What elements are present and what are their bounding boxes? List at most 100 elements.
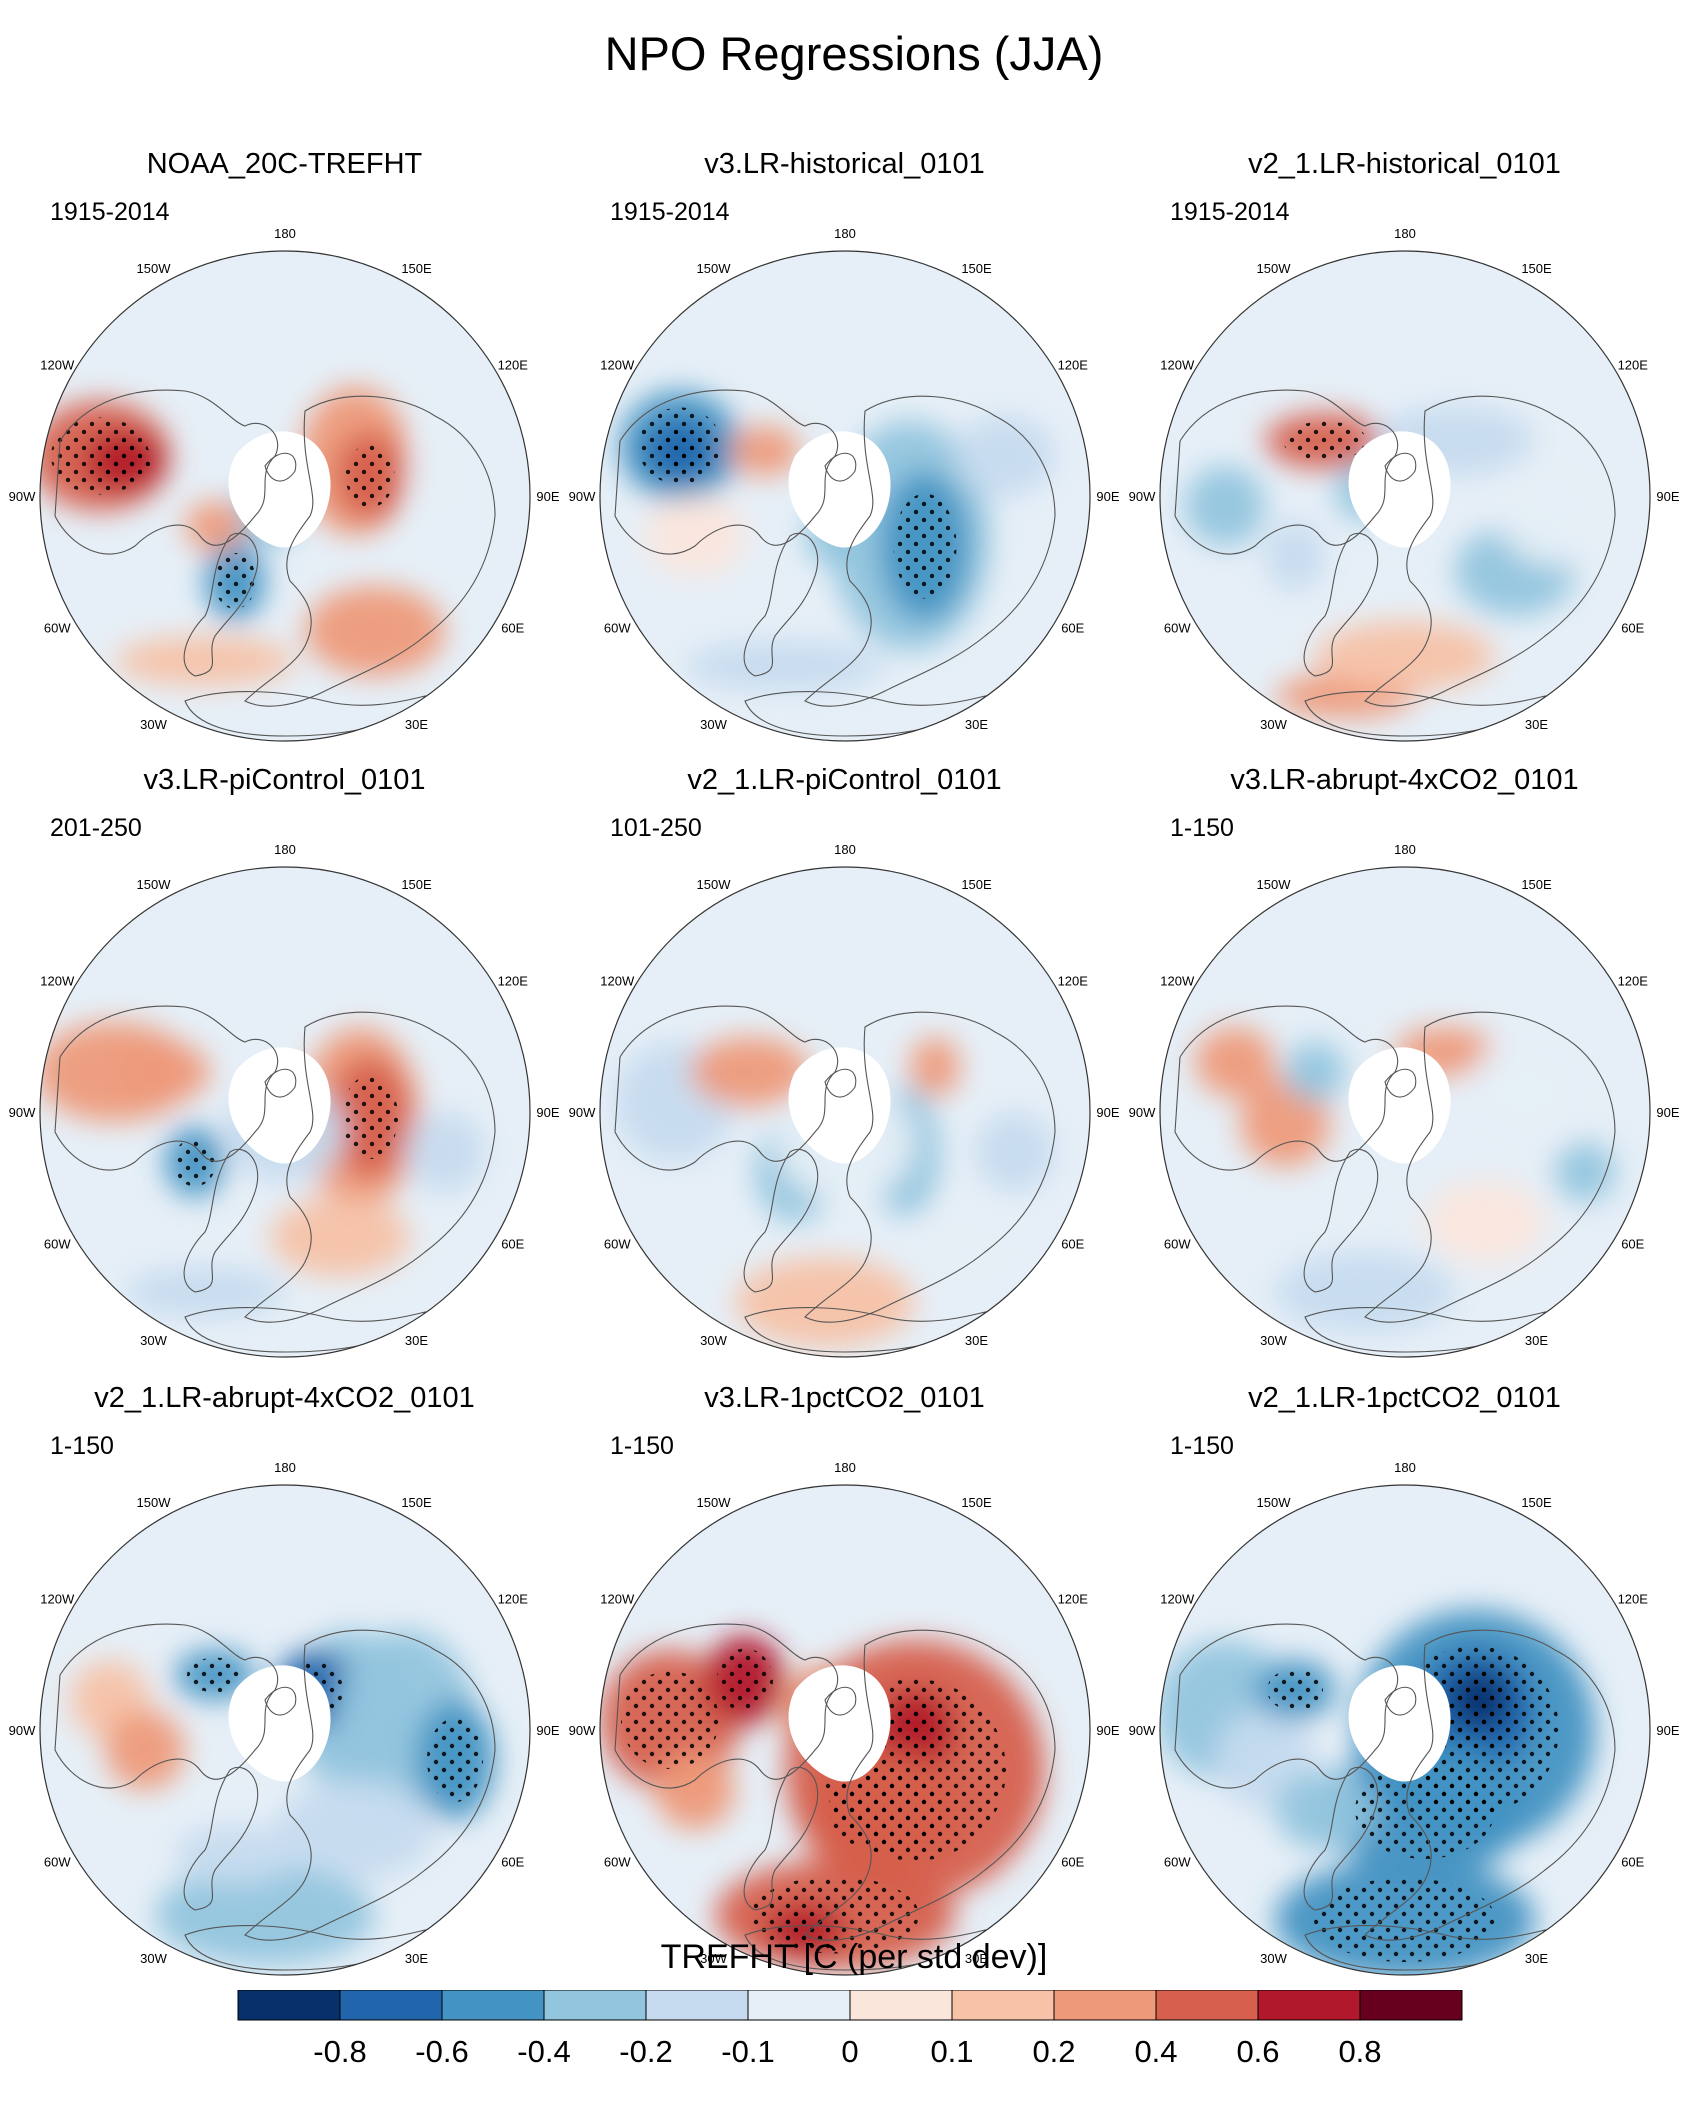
longitude-label: 120E — [498, 974, 529, 989]
coastline — [1304, 690, 1547, 737]
significance-stipple — [345, 444, 395, 508]
map-panel: v2_1.LR-piControl_0101 101-250 180 150E 120E… — [560, 764, 1129, 1364]
longitude-label: 120E — [498, 358, 529, 373]
anomaly-region — [1285, 1042, 1345, 1102]
arctic-ocean — [228, 1665, 331, 1782]
anomaly-region — [1275, 1770, 1375, 1850]
coastline — [184, 1306, 427, 1353]
significance-stipple — [97, 440, 153, 482]
coastline — [1303, 533, 1379, 677]
longitude-label: 180 — [1394, 226, 1416, 241]
coastline — [264, 1068, 297, 1098]
longitude-label: 90W — [1129, 1105, 1156, 1120]
longitude-label: 60W — [1164, 621, 1191, 636]
coastline — [184, 1924, 427, 1971]
anomaly-region — [735, 1257, 915, 1347]
coastline — [1364, 395, 1616, 707]
panel-period: 1915-2014 — [50, 198, 170, 226]
anomaly-region — [1265, 521, 1325, 591]
coastline — [804, 1011, 1056, 1323]
longitude-label: 90W — [569, 1723, 596, 1738]
significance-stipple — [1459, 1679, 1501, 1721]
colorbar-swatch — [849, 1990, 953, 2021]
longitude-label: 30W — [140, 717, 167, 732]
longitude-label: 180 — [1394, 1460, 1416, 1475]
map-panel: v3.LR-historical_0101 1915-2014 180 150E 120… — [560, 148, 1129, 748]
arctic-ocean — [788, 1047, 891, 1164]
longitude-label: 90E — [1096, 1723, 1119, 1738]
map-panel: v3.LR-piControl_0101 201-250 180 150E 120E 90… — [0, 764, 569, 1364]
arctic-ocean — [1348, 431, 1451, 548]
anomaly-region — [645, 496, 745, 576]
longitude-label: 180 — [274, 842, 296, 857]
longitude-label: 120W — [40, 974, 75, 989]
colorbar-swatch — [1155, 1990, 1259, 2021]
longitude-label: 90W — [569, 489, 596, 504]
anomaly-region — [1425, 1182, 1545, 1262]
longitude-label: 30W — [700, 1951, 727, 1966]
anomaly-region — [155, 1865, 375, 1965]
anomaly-region — [105, 1710, 185, 1790]
arctic-ocean — [1348, 1665, 1451, 1782]
coastline — [183, 1767, 259, 1911]
longitude-label: 30E — [405, 1333, 428, 1348]
longitude-label: 120W — [1160, 358, 1195, 373]
coastline — [264, 1686, 297, 1716]
longitude-label: 180 — [834, 842, 856, 857]
anomaly-region — [1315, 621, 1495, 691]
longitude-label: 60E — [1061, 1855, 1084, 1870]
colorbar-tick-label: 0.6 — [1236, 2034, 1279, 2069]
coastline — [1303, 1767, 1379, 1911]
coastline — [744, 690, 987, 737]
significance-stipple — [427, 1718, 483, 1802]
colorbar-swatch — [441, 1990, 545, 2021]
longitude-label: 90E — [1656, 1723, 1679, 1738]
anomaly-region — [1185, 466, 1265, 546]
longitude-label: 120W — [600, 1592, 635, 1607]
longitude-label: 150W — [697, 1495, 732, 1510]
longitude-label: 150W — [697, 261, 732, 276]
significance-stipple — [1355, 1761, 1495, 1859]
polar-map: 180150E120E90E60E30E030W60W90W120W150W — [9, 842, 560, 1358]
coastline — [1174, 389, 1399, 555]
significance-stipple — [1267, 1669, 1323, 1711]
longitude-label: 30E — [405, 717, 428, 732]
significance-stipple — [214, 553, 256, 609]
polar-map: 180150E120E90E60E30E030W60W90W120W150W — [9, 1460, 560, 1976]
coastline — [614, 1623, 839, 1789]
map-boundary — [599, 1484, 1091, 1976]
longitude-label: 150W — [1257, 877, 1292, 892]
colorbar-swatch — [645, 1990, 749, 2021]
panel-period: 1-150 — [50, 1432, 114, 1460]
map-panel: v2_1.LR-abrupt-4xCO2_0101 1-150 180 150E 120… — [0, 1382, 569, 1982]
longitude-label: 150E — [401, 261, 432, 276]
map-boundary — [39, 866, 531, 1358]
longitude-label: 30W — [140, 1333, 167, 1348]
longitude-label: 120E — [1618, 358, 1649, 373]
longitude-label: 60E — [1061, 621, 1084, 636]
longitude-label: 150W — [137, 877, 172, 892]
coastline — [1364, 1011, 1616, 1323]
colorbar-swatch — [1257, 1990, 1361, 2021]
coastline — [1304, 1306, 1547, 1353]
longitude-label: 30E — [1525, 1333, 1548, 1348]
map-boundary — [1159, 250, 1651, 742]
longitude-label: 120E — [1058, 358, 1089, 373]
panel-title: NOAA_20C-TREFHT — [146, 148, 423, 180]
longitude-label: 60E — [1621, 621, 1644, 636]
longitude-label: 120E — [1618, 974, 1649, 989]
longitude-label: 30W — [140, 1951, 167, 1966]
colorbar-tick-label: 0.4 — [1134, 2034, 1177, 2069]
anomaly-region — [270, 1197, 410, 1277]
coastline — [1174, 1623, 1399, 1789]
panel-title: v3.LR-abrupt-4xCO2_0101 — [1230, 764, 1579, 796]
map-panel: v3.LR-1pctCO2_0101 1-150 180 150E 120E 90E 60E… — [560, 1382, 1129, 1982]
longitude-label: 60W — [1164, 1855, 1191, 1870]
longitude-label: 120W — [600, 974, 635, 989]
anomaly-region — [415, 426, 475, 526]
longitude-label: 90E — [536, 1723, 559, 1738]
map-panel: v3.LR-abrupt-4xCO2_0101 1-150 180 150E 120E 9… — [1120, 764, 1689, 1364]
longitude-label: 30E — [405, 1951, 428, 1966]
polar-map: 180150E120E90E60E30E030W60W90W120W150W — [1129, 842, 1680, 1358]
map-boundary — [1159, 1484, 1651, 1976]
